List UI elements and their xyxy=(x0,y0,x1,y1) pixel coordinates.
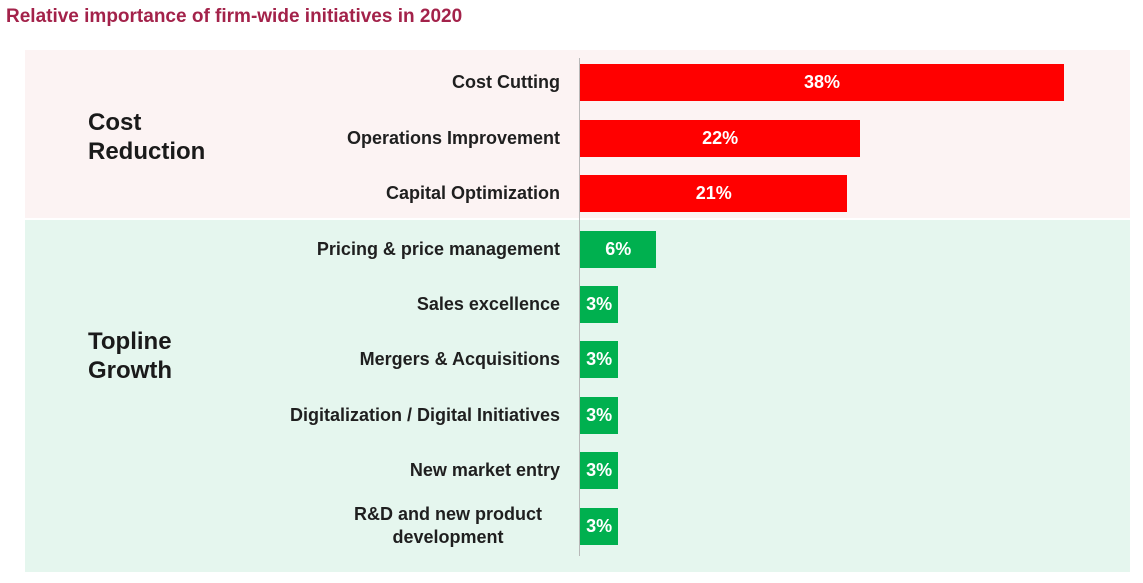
bar: 22% xyxy=(580,120,861,157)
group-label-line: Cost xyxy=(88,109,142,136)
category-label: Mergers & Acquisitions xyxy=(359,349,560,369)
group-label-cost-reduction: Cost Reduction xyxy=(88,108,205,166)
bar-value-label: 6% xyxy=(605,239,632,259)
group-label-line: Topline xyxy=(88,328,172,355)
bar: 21% xyxy=(580,175,848,212)
category-label: Pricing & price management xyxy=(316,239,560,259)
bar: 3% xyxy=(580,508,619,545)
bar-value-label: 3% xyxy=(586,460,613,480)
bar-value-label: 38% xyxy=(803,72,841,92)
bar-value-label: 3% xyxy=(586,405,613,425)
topline-growth-band xyxy=(25,220,1130,572)
bar: 6% xyxy=(580,231,657,268)
group-label-topline-growth: Topline Growth xyxy=(88,327,172,385)
bar-value-label: 3% xyxy=(586,516,613,536)
bar: 3% xyxy=(580,286,619,323)
category-label: Operations Improvement xyxy=(346,128,560,148)
category-axis-line xyxy=(579,58,580,556)
category-label: Digitalization / Digital Initiatives xyxy=(289,405,560,425)
group-label-line: Growth xyxy=(88,357,172,384)
category-label: Sales excellence xyxy=(416,294,560,314)
group-label-line: Reduction xyxy=(88,138,206,165)
category-label: Capital Optimization xyxy=(385,183,560,203)
bar: 3% xyxy=(580,341,619,378)
bar-value-label: 21% xyxy=(695,183,732,203)
bar-value-label: 3% xyxy=(586,349,613,369)
category-label: New market entry xyxy=(409,460,560,480)
bar: 3% xyxy=(580,452,619,489)
category-label: Cost Cutting xyxy=(452,72,560,92)
bar: 3% xyxy=(580,397,619,434)
category-label: R&D and new product development xyxy=(354,504,542,547)
bar-value-label: 22% xyxy=(702,128,739,148)
bar-value-label: 3% xyxy=(586,294,613,314)
chart-title: Relative importance of firm-wide initiat… xyxy=(6,6,463,27)
bar: 38% xyxy=(580,64,1064,101)
